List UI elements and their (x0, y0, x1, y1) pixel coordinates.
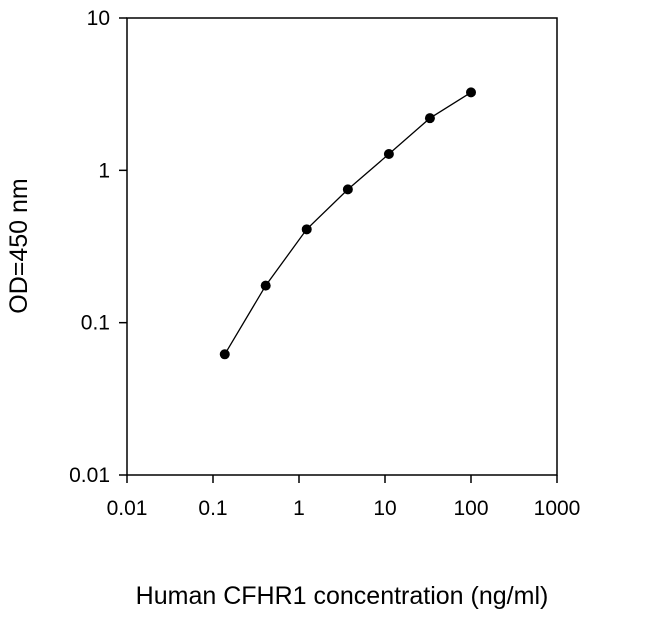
y-tick-label: 1 (98, 159, 110, 182)
series-layer (219, 87, 476, 360)
y-axis-ticks: 0.01 0.1 1 10 (69, 7, 127, 487)
y-tick-label: 0.01 (69, 464, 110, 487)
data-point (301, 224, 312, 235)
x-tick-label: 0.01 (107, 497, 148, 520)
plot-frame (126, 17, 558, 476)
data-point (260, 280, 271, 291)
x-axis-title: Human CFHR1 concentration (ng/ml) (136, 582, 549, 610)
data-point (342, 184, 353, 195)
y-tick-label: 0.1 (81, 312, 110, 335)
x-axis-ticks: 0.01 0.1 1 10 100 1000 (107, 475, 581, 520)
y-axis-title: OD=450 nm (5, 178, 33, 314)
y-tick-label: 10 (87, 7, 110, 30)
x-tick-label: 1 (293, 497, 305, 520)
series-line (224, 91, 472, 355)
x-tick-label: 10 (373, 497, 396, 520)
data-point (424, 113, 435, 124)
data-point (383, 149, 394, 160)
x-tick-label: 1000 (534, 497, 581, 520)
x-tick-label: 0.1 (198, 497, 227, 520)
data-point (219, 349, 230, 360)
x-tick-label: 100 (453, 497, 488, 520)
data-point (466, 87, 476, 98)
